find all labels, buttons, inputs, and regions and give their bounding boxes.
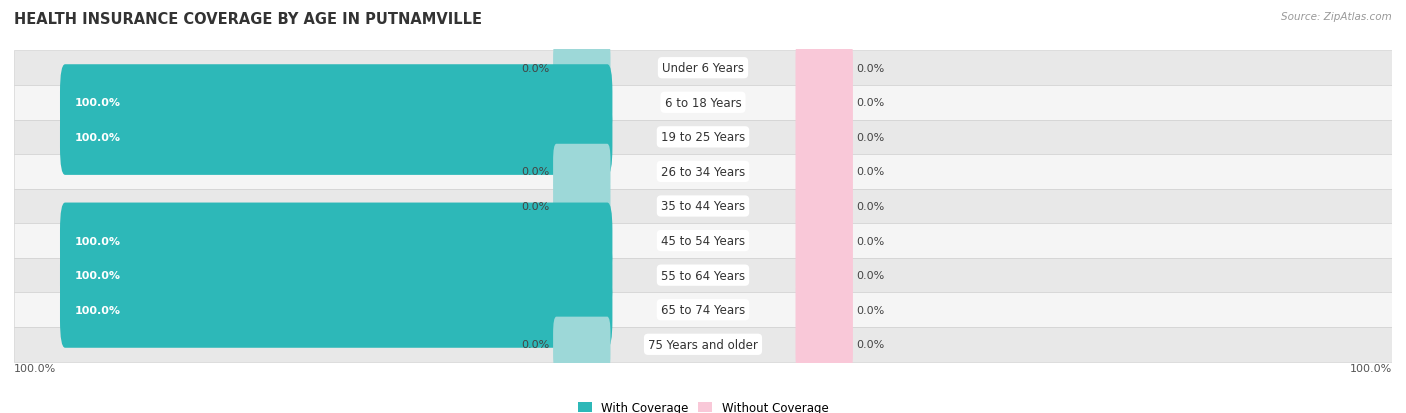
FancyBboxPatch shape	[553, 145, 610, 199]
Text: 6 to 18 Years: 6 to 18 Years	[665, 97, 741, 109]
Text: 0.0%: 0.0%	[856, 202, 884, 211]
Text: 100.0%: 100.0%	[14, 363, 56, 373]
Text: 0.0%: 0.0%	[522, 339, 550, 349]
Text: 45 to 54 Years: 45 to 54 Years	[661, 235, 745, 247]
FancyBboxPatch shape	[796, 282, 853, 337]
Text: 0.0%: 0.0%	[856, 271, 884, 280]
Bar	[14, 224, 1392, 258]
Text: 100.0%: 100.0%	[75, 271, 121, 280]
Text: 0.0%: 0.0%	[856, 305, 884, 315]
Legend: With Coverage, Without Coverage: With Coverage, Without Coverage	[578, 401, 828, 413]
Text: 35 to 44 Years: 35 to 44 Years	[661, 200, 745, 213]
Text: 0.0%: 0.0%	[856, 64, 884, 74]
FancyBboxPatch shape	[796, 214, 853, 268]
FancyBboxPatch shape	[60, 237, 613, 313]
FancyBboxPatch shape	[553, 317, 610, 372]
FancyBboxPatch shape	[553, 41, 610, 96]
FancyBboxPatch shape	[60, 272, 613, 348]
Bar	[14, 258, 1392, 293]
Text: 0.0%: 0.0%	[856, 339, 884, 349]
Text: HEALTH INSURANCE COVERAGE BY AGE IN PUTNAMVILLE: HEALTH INSURANCE COVERAGE BY AGE IN PUTN…	[14, 12, 482, 27]
Text: Under 6 Years: Under 6 Years	[662, 62, 744, 75]
Text: 26 to 34 Years: 26 to 34 Years	[661, 166, 745, 178]
FancyBboxPatch shape	[796, 179, 853, 234]
Text: 100.0%: 100.0%	[1350, 363, 1392, 373]
Text: 55 to 64 Years: 55 to 64 Years	[661, 269, 745, 282]
Text: 100.0%: 100.0%	[75, 98, 121, 108]
Text: 100.0%: 100.0%	[75, 133, 121, 142]
FancyBboxPatch shape	[60, 100, 613, 176]
FancyBboxPatch shape	[796, 41, 853, 96]
Text: 0.0%: 0.0%	[856, 98, 884, 108]
Text: 0.0%: 0.0%	[522, 167, 550, 177]
Text: 65 to 74 Years: 65 to 74 Years	[661, 304, 745, 316]
Bar	[14, 293, 1392, 327]
FancyBboxPatch shape	[60, 65, 613, 141]
Bar	[14, 327, 1392, 362]
FancyBboxPatch shape	[60, 203, 613, 279]
FancyBboxPatch shape	[796, 110, 853, 165]
Text: 0.0%: 0.0%	[856, 236, 884, 246]
Text: 100.0%: 100.0%	[75, 305, 121, 315]
Text: 19 to 25 Years: 19 to 25 Years	[661, 131, 745, 144]
FancyBboxPatch shape	[796, 248, 853, 303]
FancyBboxPatch shape	[796, 145, 853, 199]
Text: 0.0%: 0.0%	[522, 202, 550, 211]
Text: 75 Years and older: 75 Years and older	[648, 338, 758, 351]
FancyBboxPatch shape	[796, 76, 853, 131]
Bar	[14, 86, 1392, 120]
Bar	[14, 155, 1392, 189]
Bar	[14, 51, 1392, 86]
FancyBboxPatch shape	[796, 317, 853, 372]
Text: 0.0%: 0.0%	[522, 64, 550, 74]
Text: 100.0%: 100.0%	[75, 236, 121, 246]
Bar	[14, 189, 1392, 224]
Text: 0.0%: 0.0%	[856, 133, 884, 142]
Text: 0.0%: 0.0%	[856, 167, 884, 177]
Text: Source: ZipAtlas.com: Source: ZipAtlas.com	[1281, 12, 1392, 22]
FancyBboxPatch shape	[553, 179, 610, 234]
Bar	[14, 120, 1392, 155]
